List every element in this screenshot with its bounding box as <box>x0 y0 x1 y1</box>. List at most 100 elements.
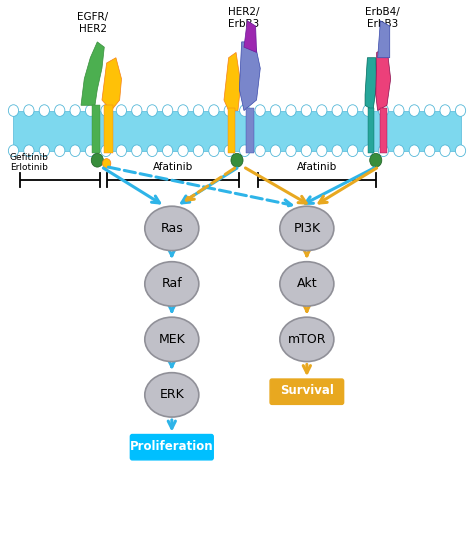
Ellipse shape <box>280 317 334 362</box>
Text: Afatinib: Afatinib <box>153 162 193 172</box>
Text: ErbB4/
ErbB3: ErbB4/ ErbB3 <box>365 7 400 28</box>
Text: EGFR/
HER2: EGFR/ HER2 <box>77 13 108 34</box>
Circle shape <box>394 105 404 117</box>
Circle shape <box>456 145 465 156</box>
Circle shape <box>24 145 34 156</box>
Polygon shape <box>365 58 377 110</box>
Circle shape <box>270 105 281 117</box>
Circle shape <box>91 153 103 167</box>
Circle shape <box>363 145 373 156</box>
Bar <box>104 105 113 153</box>
Circle shape <box>332 145 342 156</box>
FancyBboxPatch shape <box>270 379 344 404</box>
Circle shape <box>116 145 127 156</box>
FancyBboxPatch shape <box>130 434 213 460</box>
Circle shape <box>363 105 373 117</box>
Circle shape <box>255 145 265 156</box>
Text: Raf: Raf <box>162 277 182 290</box>
Circle shape <box>101 105 111 117</box>
Circle shape <box>317 145 327 156</box>
Circle shape <box>440 105 450 117</box>
Circle shape <box>209 145 219 156</box>
Polygon shape <box>81 42 104 105</box>
FancyArrowPatch shape <box>103 168 160 203</box>
Circle shape <box>39 145 49 156</box>
Circle shape <box>163 145 173 156</box>
Bar <box>228 108 235 153</box>
Bar <box>13 110 461 151</box>
Circle shape <box>55 105 65 117</box>
Text: Afatinib: Afatinib <box>297 162 337 172</box>
Circle shape <box>147 145 157 156</box>
Circle shape <box>231 153 243 167</box>
FancyArrowPatch shape <box>319 168 377 203</box>
Circle shape <box>332 105 342 117</box>
Circle shape <box>270 145 281 156</box>
Circle shape <box>9 145 18 156</box>
FancyArrowPatch shape <box>168 359 175 366</box>
FancyArrowPatch shape <box>109 167 292 207</box>
Circle shape <box>239 105 250 117</box>
Polygon shape <box>376 47 391 110</box>
FancyArrowPatch shape <box>186 168 235 200</box>
Ellipse shape <box>280 261 334 306</box>
Circle shape <box>224 145 235 156</box>
Circle shape <box>394 145 404 156</box>
Circle shape <box>70 145 80 156</box>
Text: HER2/
ErbB3: HER2/ ErbB3 <box>228 7 260 28</box>
Circle shape <box>209 105 219 117</box>
Circle shape <box>102 159 111 168</box>
Circle shape <box>101 145 111 156</box>
Ellipse shape <box>145 206 199 251</box>
FancyArrowPatch shape <box>246 168 306 203</box>
Circle shape <box>409 105 419 117</box>
Text: mTOR: mTOR <box>288 333 326 346</box>
Circle shape <box>286 105 296 117</box>
Polygon shape <box>224 53 241 110</box>
Text: Proliferation: Proliferation <box>130 440 214 452</box>
Circle shape <box>347 145 358 156</box>
FancyArrowPatch shape <box>168 248 175 255</box>
Circle shape <box>370 153 382 167</box>
FancyArrowPatch shape <box>168 304 175 311</box>
Circle shape <box>132 145 142 156</box>
Text: Gefitinib
Erlotinib: Gefitinib Erlotinib <box>10 153 49 172</box>
Polygon shape <box>239 42 260 110</box>
Circle shape <box>147 105 157 117</box>
Circle shape <box>132 105 142 117</box>
Circle shape <box>425 105 435 117</box>
Polygon shape <box>378 21 390 58</box>
Circle shape <box>178 105 188 117</box>
Circle shape <box>409 145 419 156</box>
Text: Akt: Akt <box>297 277 317 290</box>
Circle shape <box>378 105 389 117</box>
Circle shape <box>163 105 173 117</box>
Circle shape <box>347 105 358 117</box>
Polygon shape <box>244 21 256 53</box>
Text: PI3K: PI3K <box>293 222 320 235</box>
Circle shape <box>456 105 465 117</box>
Circle shape <box>85 145 96 156</box>
Circle shape <box>378 145 389 156</box>
Circle shape <box>286 145 296 156</box>
Circle shape <box>317 105 327 117</box>
Ellipse shape <box>145 317 199 362</box>
Circle shape <box>70 105 80 117</box>
Circle shape <box>24 105 34 117</box>
Text: ERK: ERK <box>159 388 184 401</box>
FancyArrowPatch shape <box>182 168 237 203</box>
Circle shape <box>193 105 204 117</box>
Circle shape <box>193 145 204 156</box>
Circle shape <box>301 145 311 156</box>
Circle shape <box>440 145 450 156</box>
FancyArrowPatch shape <box>303 304 310 311</box>
Circle shape <box>255 105 265 117</box>
Circle shape <box>39 105 49 117</box>
Polygon shape <box>102 58 121 110</box>
Circle shape <box>301 105 311 117</box>
Circle shape <box>425 145 435 156</box>
Circle shape <box>55 145 65 156</box>
Circle shape <box>85 105 96 117</box>
Ellipse shape <box>145 261 199 306</box>
Bar <box>246 108 254 153</box>
